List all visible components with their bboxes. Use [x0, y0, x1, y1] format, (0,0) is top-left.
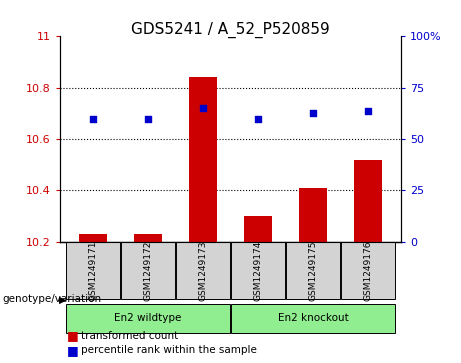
Text: En2 knockout: En2 knockout	[278, 313, 349, 323]
Point	[199, 105, 207, 111]
Text: GSM1249173: GSM1249173	[199, 240, 207, 301]
Text: GSM1249172: GSM1249172	[143, 240, 153, 301]
Bar	[79, 234, 106, 242]
Text: ■: ■	[67, 329, 78, 342]
Point	[309, 110, 317, 116]
Bar	[66, 242, 120, 299]
Text: ▶: ▶	[59, 294, 66, 305]
Bar	[341, 242, 395, 299]
Text: GDS5241 / A_52_P520859: GDS5241 / A_52_P520859	[131, 22, 330, 38]
Point	[144, 116, 152, 122]
Point	[364, 108, 372, 114]
Text: GSM1249176: GSM1249176	[364, 240, 372, 301]
Text: GSM1249171: GSM1249171	[89, 240, 97, 301]
Bar	[176, 242, 230, 299]
Bar	[134, 234, 162, 242]
Text: ■: ■	[67, 344, 78, 357]
Text: transformed count: transformed count	[81, 331, 178, 341]
Text: En2 wildtype: En2 wildtype	[114, 313, 182, 323]
Bar	[355, 160, 382, 242]
Bar	[299, 188, 327, 242]
Point	[254, 116, 262, 122]
Text: genotype/variation: genotype/variation	[2, 294, 101, 305]
Bar	[286, 242, 340, 299]
Bar	[231, 303, 395, 333]
Text: GSM1249175: GSM1249175	[308, 240, 318, 301]
Text: percentile rank within the sample: percentile rank within the sample	[81, 345, 257, 355]
Bar	[231, 242, 285, 299]
Bar	[189, 77, 217, 242]
Bar	[244, 216, 272, 242]
Bar	[66, 303, 230, 333]
Text: GSM1249174: GSM1249174	[254, 240, 262, 301]
Bar	[121, 242, 175, 299]
Point	[89, 116, 97, 122]
